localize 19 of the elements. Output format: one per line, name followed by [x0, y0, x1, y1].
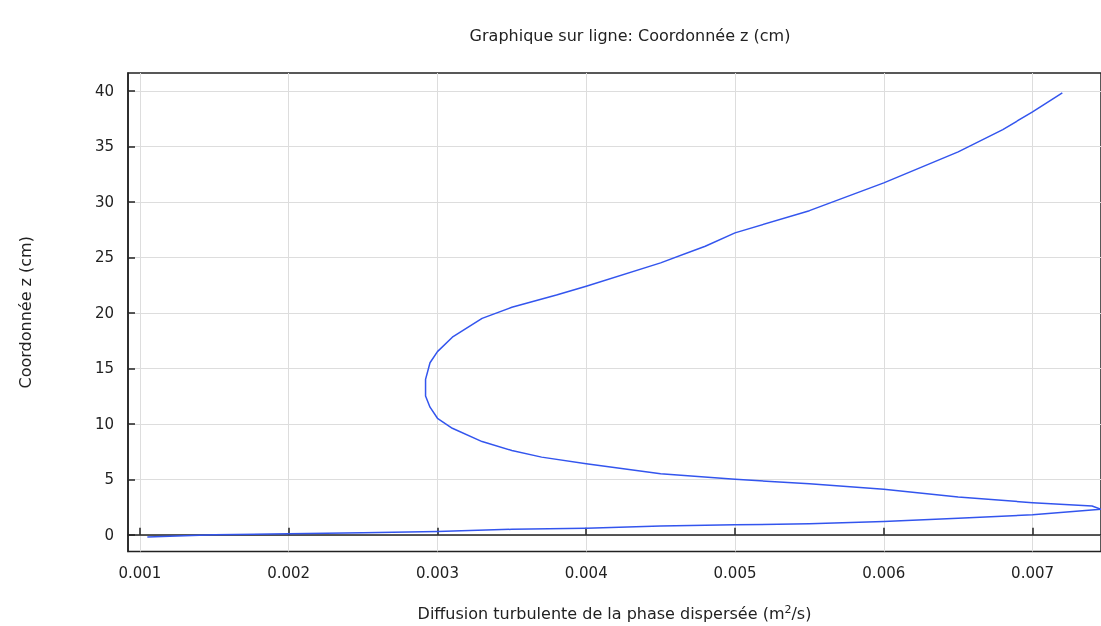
- y-tick-label: 25: [94, 248, 114, 267]
- y-tick-label: 10: [94, 414, 114, 433]
- y-tick-label: 30: [94, 192, 114, 211]
- x-tick-label: 0.004: [564, 564, 608, 582]
- y-axis-title: Coordonnée z (cm): [15, 236, 35, 389]
- y-tick-label: 15: [94, 359, 114, 378]
- y-tick-label: 35: [94, 137, 114, 156]
- y-tick-label: 5: [104, 470, 114, 489]
- x-tick-label: 0.001: [118, 564, 162, 582]
- x-tick-label: 0.003: [415, 564, 459, 582]
- y-tick-label: 40: [94, 81, 114, 100]
- y-tick-label: 0: [104, 525, 114, 544]
- x-tick-label: 0.006: [862, 564, 906, 582]
- chart-title: Graphique sur ligne: Coordonnée z (cm): [469, 25, 791, 45]
- line-series: [146, 92, 1101, 538]
- x-tick-label: 0.002: [267, 564, 311, 582]
- x-tick-label: 0.007: [1011, 564, 1055, 582]
- y-tick-label: 20: [94, 303, 114, 322]
- x-tick-label: 0.005: [713, 564, 757, 582]
